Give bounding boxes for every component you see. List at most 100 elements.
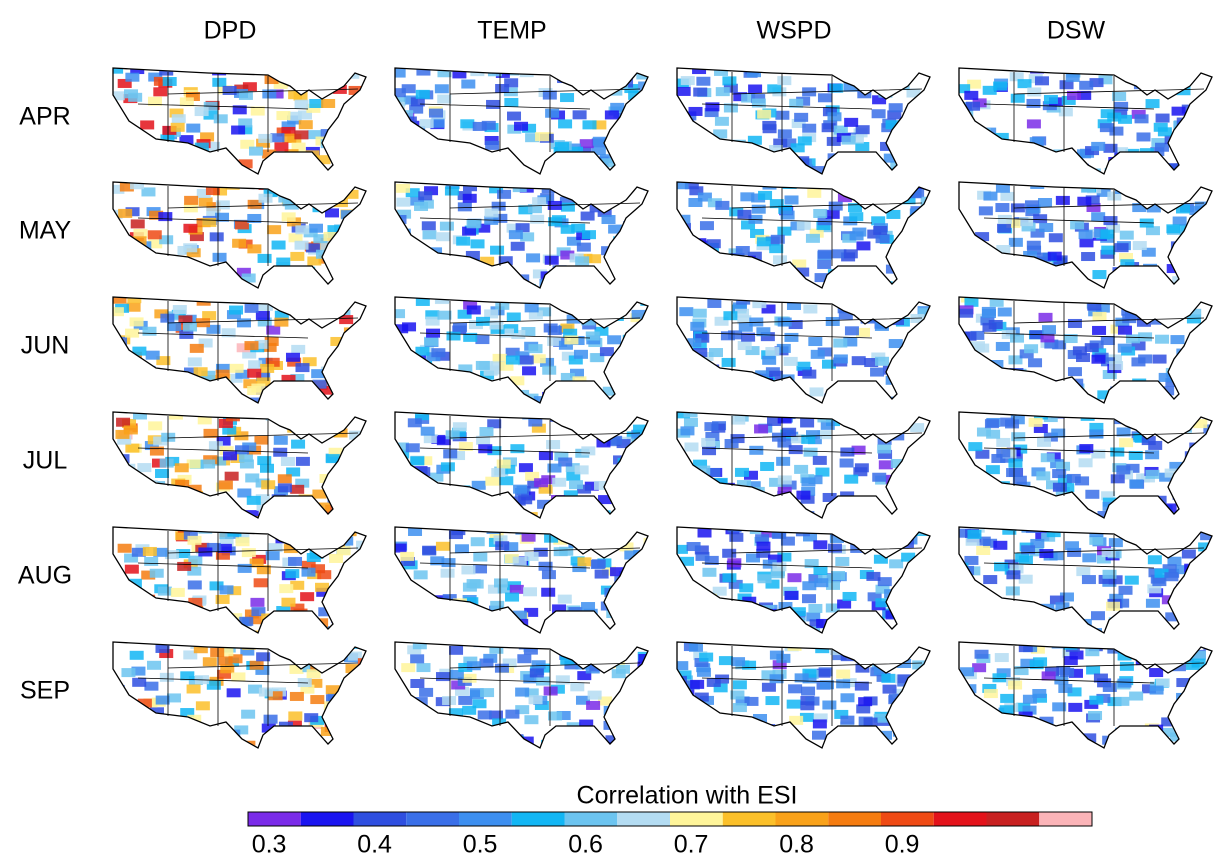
map-cell <box>173 503 188 513</box>
map-cell <box>875 644 890 654</box>
map-cell <box>260 363 275 373</box>
map-cell <box>837 599 852 609</box>
map-cell <box>637 442 648 452</box>
map-cell <box>1135 656 1150 666</box>
map-cell <box>174 160 189 170</box>
map-cell <box>651 500 665 509</box>
map-cell <box>995 286 1010 288</box>
map-cell <box>808 337 823 347</box>
map-cell <box>802 674 817 684</box>
map-cell <box>1088 628 1103 633</box>
map-cell <box>924 112 930 122</box>
map-cell <box>577 515 592 518</box>
map-fill <box>677 412 930 518</box>
map-cell <box>242 349 257 359</box>
map-cell <box>263 412 278 418</box>
map-cell <box>1162 503 1177 513</box>
map-cell <box>642 432 648 442</box>
map-cell <box>238 159 253 169</box>
map-cell <box>528 417 543 427</box>
map-cell <box>433 501 448 511</box>
map-cell <box>777 317 792 327</box>
map-cell <box>804 559 819 569</box>
map-cell <box>565 153 580 163</box>
map-cell <box>152 632 167 633</box>
map-cell <box>601 532 616 542</box>
map-cell <box>435 232 450 242</box>
map-cell <box>1114 101 1129 111</box>
map-cell <box>176 374 191 384</box>
map-cell <box>341 457 356 467</box>
map-cell <box>992 673 1007 683</box>
map-cell <box>1132 203 1147 213</box>
map-cell <box>1080 412 1095 421</box>
map-cell <box>910 699 925 709</box>
map-cell <box>1097 678 1112 688</box>
map-cell <box>825 209 840 219</box>
map-cell <box>1198 455 1212 465</box>
map-cell <box>182 742 197 748</box>
map-cell <box>861 416 876 426</box>
map-cell <box>1214 305 1218 314</box>
map-cell <box>181 270 196 280</box>
map-cell <box>733 302 748 312</box>
map-cell <box>980 316 995 326</box>
map-cell <box>807 188 822 198</box>
map-cell <box>1098 574 1113 584</box>
map-cell <box>395 120 405 130</box>
map-cell <box>286 500 301 510</box>
map-cell <box>153 87 168 97</box>
map-cell <box>1154 535 1169 545</box>
map-cell <box>959 385 974 395</box>
map-cell <box>241 548 256 558</box>
map-cell <box>1096 187 1111 197</box>
map-cell <box>743 623 758 633</box>
map-cell <box>688 106 703 116</box>
map-cell <box>849 134 864 144</box>
map-cell <box>334 695 349 705</box>
map-cell <box>1063 642 1078 650</box>
map-cell <box>401 741 416 748</box>
map-cell <box>1024 200 1039 210</box>
map-cell <box>545 108 560 118</box>
map-cell <box>352 676 366 686</box>
map-cell <box>601 158 616 168</box>
map-cell <box>329 172 344 174</box>
map-cell <box>801 477 816 487</box>
map-cell <box>424 158 439 168</box>
map-cell <box>969 631 984 633</box>
map-cell <box>754 424 769 434</box>
map-cell <box>235 445 250 455</box>
map-cell <box>546 440 561 450</box>
column-header: WSPD <box>757 17 832 45</box>
map-cell <box>184 195 199 205</box>
map-cell <box>770 569 785 579</box>
map-cell <box>750 506 765 516</box>
map-cell <box>190 381 205 391</box>
map-cell <box>585 193 600 203</box>
map-cell <box>689 395 704 403</box>
map-cell <box>677 342 688 352</box>
map-cell <box>964 555 979 565</box>
map-cell <box>1188 576 1203 586</box>
map-cell <box>631 619 646 629</box>
map-cell <box>842 509 857 518</box>
map-cell <box>1091 449 1106 459</box>
map-cell <box>153 76 168 86</box>
map-cell <box>847 182 862 191</box>
map-cell <box>1189 570 1204 580</box>
map-cell <box>423 434 438 444</box>
map-cell <box>888 182 903 190</box>
map-cell <box>678 158 693 168</box>
map-cell <box>959 274 973 284</box>
map-cell <box>1008 680 1023 690</box>
map-cell <box>737 716 752 726</box>
map-cell <box>137 698 152 708</box>
map-cell <box>358 171 366 174</box>
map-cell <box>356 724 366 734</box>
map-cell <box>866 571 881 581</box>
map-cell <box>813 208 828 218</box>
map-cell <box>1106 601 1121 611</box>
map-cell <box>549 269 564 279</box>
map-cell <box>991 453 1006 463</box>
